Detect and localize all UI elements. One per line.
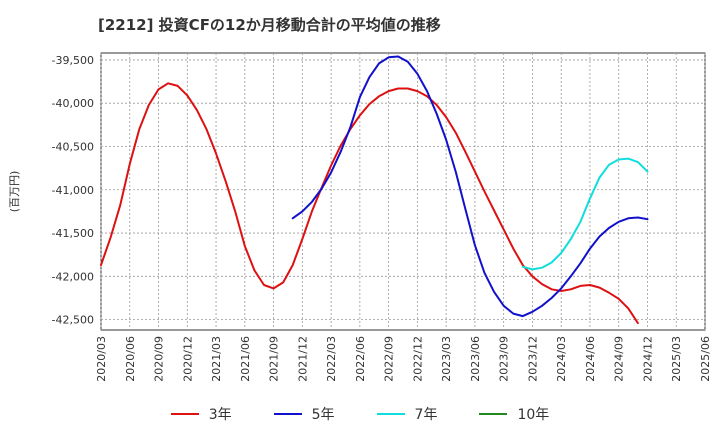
x-tick-label: 2024/06: [584, 336, 597, 382]
legend-label: 3年: [208, 407, 232, 423]
y-tick-label: -39,500: [52, 54, 94, 67]
legend-item: 5年: [273, 404, 335, 424]
x-tick-label: 2023/06: [469, 336, 482, 382]
chart-legend: 3年 5年 7年 10年: [0, 404, 720, 424]
x-tick-label: 2023/09: [498, 336, 511, 382]
legend-swatch: [170, 413, 199, 415]
legend-label: 5年: [311, 407, 335, 423]
legend-item: 3年: [170, 404, 232, 424]
x-tick-label: 2024/03: [555, 336, 568, 382]
y-tick-label: -42,000: [52, 270, 94, 283]
x-tick-label: 2020/03: [95, 336, 108, 382]
x-tick-label: 2025/06: [699, 336, 712, 382]
x-tick-label: 2022/06: [354, 336, 367, 382]
y-tick-label: -41,500: [52, 227, 94, 240]
legend-label: 7年: [414, 407, 438, 423]
plot-area: [100, 52, 706, 331]
x-tick-label: 2020/09: [153, 336, 166, 382]
x-tick-label: 2022/09: [383, 336, 396, 382]
x-tick-label: 2020/12: [181, 336, 194, 382]
x-tick-label: 2021/09: [268, 336, 281, 382]
x-tick-label: 2024/09: [613, 336, 626, 382]
y-axis-label: (百万円): [8, 171, 21, 213]
x-tick-label: 2021/06: [239, 336, 252, 382]
x-tick-label: 2022/03: [325, 336, 338, 382]
legend-swatch: [273, 413, 302, 415]
legend-item: 7年: [376, 404, 438, 424]
x-tick-label: 2023/03: [440, 336, 453, 382]
series-line-1: [100, 82, 639, 325]
x-tick-label: 2021/03: [210, 336, 223, 382]
series-line-3: [521, 157, 649, 271]
x-tick-label: 2025/03: [670, 336, 683, 382]
x-tick-label: 2024/12: [641, 336, 654, 382]
legend-swatch: [479, 413, 508, 415]
x-tick-label: 2023/12: [526, 336, 539, 382]
legend-swatch: [376, 413, 405, 415]
x-tick-label: 2020/06: [124, 336, 137, 382]
legend-label: 10年: [517, 407, 550, 423]
x-tick-label: 2021/12: [296, 336, 309, 382]
chart-title: [2212] 投資CFの12か月移動合計の平均値の推移: [98, 16, 441, 34]
y-tick-label: -40,000: [52, 97, 94, 110]
y-tick-label: -42,500: [52, 314, 94, 327]
legend-item: 10年: [479, 404, 549, 424]
y-tick-label: -40,500: [52, 140, 94, 153]
x-tick-label: 2022/12: [411, 336, 424, 382]
series-line-2: [291, 55, 649, 318]
y-tick-label: -41,000: [52, 184, 94, 197]
